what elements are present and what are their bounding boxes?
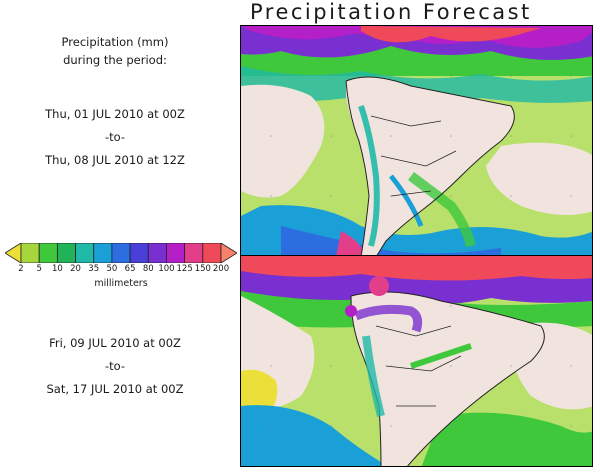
legend-units: millimeters [94,278,148,289]
legend-tick-label: 80 [142,264,154,274]
legend-swatch [56,243,76,263]
period-1-end: Thu, 08 JUL 2010 at 12Z [45,153,185,167]
period-2-start: Fri, 09 JUL 2010 at 00Z [49,336,181,350]
legend-swatch [75,243,95,263]
legend-tick-label: 5 [36,264,42,274]
period-2-to: -to- [104,359,126,373]
legend-tick-label: 35 [88,264,100,274]
period-2-end: Sat, 17 JUL 2010 at 00Z [46,382,184,396]
color-legend: 2 5 10 20 35 50 65 80 100 125 150 200 millimeters [5,243,237,293]
legend-swatch [93,243,113,263]
legend-swatch [111,243,131,263]
precip-map-2 [241,256,592,466]
legend-tick-label: 20 [70,264,81,274]
map-period-2 [240,255,593,467]
caption-line-1: Precipitation (mm) [61,35,169,49]
legend-tick-label: 150 [194,264,211,274]
legend-tick-label: 50 [106,264,118,274]
legend-swatch [184,243,204,263]
page-title: Precipitation Forecast [250,0,532,24]
period-1-start: Thu, 01 JUL 2010 at 00Z [45,107,185,121]
legend-tick-label: 100 [158,264,175,274]
legend-tick-label: 2 [18,264,24,274]
legend-tick-label: 65 [124,264,136,274]
caption-line-2: during the period: [63,53,167,67]
legend-swatch [202,243,222,263]
precip-map-1 [241,26,592,255]
legend-arrow-min [5,243,22,263]
legend-tick-label: 125 [176,264,193,274]
legend-swatch [38,243,58,263]
period-1-label: Thu, 01 JUL 2010 at 00Z -to- Thu, 08 JUL… [0,105,230,169]
legend-swatch [166,243,186,263]
period-1-to: -to- [104,130,126,144]
legend-swatch [147,243,167,263]
legend-tick-label: 200 [212,264,230,274]
legend-ticks: 2 5 10 20 35 50 65 80 100 125 150 200 [5,264,237,276]
legend-swatch [129,243,149,263]
map-period-1 [240,25,593,256]
legend-tick-label: 10 [51,264,63,274]
legend-arrow-max [220,243,237,263]
legend-colorbar [5,243,237,263]
legend-swatch [20,243,40,263]
caption: Precipitation (mm) during the period: [0,33,230,69]
period-2-label: Fri, 09 JUL 2010 at 00Z -to- Sat, 17 JUL… [0,334,230,398]
